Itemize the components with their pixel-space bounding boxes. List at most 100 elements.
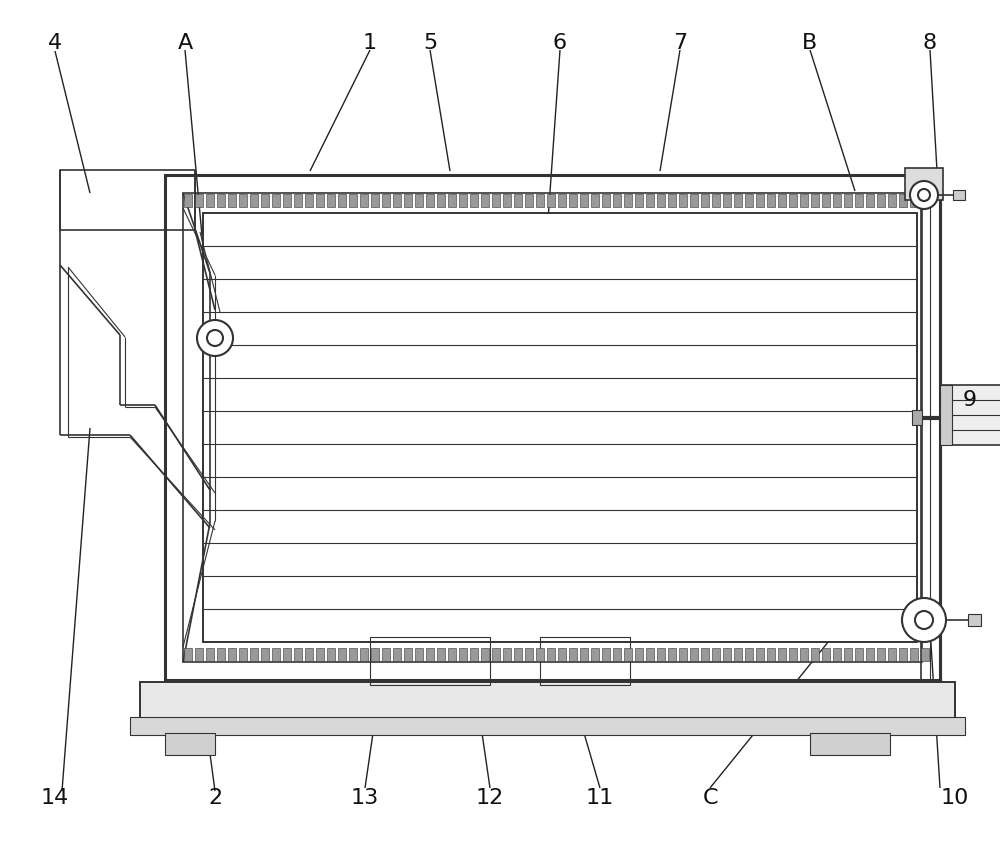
Bar	[602, 194, 610, 207]
Bar	[536, 648, 544, 661]
Bar	[789, 194, 797, 207]
Bar	[690, 194, 698, 207]
Bar	[492, 648, 500, 661]
Bar	[767, 194, 775, 207]
Bar	[712, 648, 720, 661]
Bar	[470, 194, 478, 207]
Bar	[140, 682, 955, 720]
Bar	[228, 648, 236, 661]
Bar	[734, 194, 742, 207]
Bar	[899, 194, 907, 207]
Bar	[778, 194, 786, 207]
Bar	[668, 194, 676, 207]
Bar	[822, 648, 830, 661]
Bar	[165, 175, 940, 680]
Bar	[745, 194, 753, 207]
Bar	[558, 648, 566, 661]
Bar	[767, 648, 775, 661]
Bar	[921, 648, 929, 661]
Bar	[635, 648, 643, 661]
Text: 6: 6	[553, 33, 567, 53]
Bar	[591, 194, 599, 207]
Bar	[382, 194, 390, 207]
Bar	[811, 648, 819, 661]
Bar	[701, 194, 709, 207]
Bar	[844, 194, 852, 207]
Bar	[800, 194, 808, 207]
Bar	[183, 193, 922, 662]
Bar	[426, 194, 434, 207]
Bar	[195, 648, 203, 661]
Bar	[206, 194, 214, 207]
Bar	[657, 648, 665, 661]
Bar	[899, 648, 907, 661]
Bar	[569, 194, 577, 207]
Bar	[261, 194, 269, 207]
Bar	[940, 385, 1000, 445]
Bar	[953, 190, 965, 200]
Bar	[503, 648, 511, 661]
Bar	[415, 648, 423, 661]
Bar	[525, 194, 533, 207]
Bar	[217, 648, 225, 661]
Bar	[613, 194, 621, 207]
Bar	[668, 648, 676, 661]
Bar	[305, 648, 313, 661]
Bar	[968, 614, 981, 626]
Bar	[540, 637, 630, 685]
Bar	[514, 648, 522, 661]
Bar	[866, 648, 874, 661]
Bar	[833, 194, 841, 207]
Bar	[701, 648, 709, 661]
Bar	[130, 717, 965, 735]
Text: 10: 10	[941, 788, 969, 808]
Bar	[503, 194, 511, 207]
Bar	[338, 194, 346, 207]
Bar	[756, 648, 764, 661]
Bar	[184, 648, 192, 661]
Bar	[195, 194, 203, 207]
Bar	[921, 194, 929, 207]
Bar	[888, 194, 896, 207]
Text: 14: 14	[41, 788, 69, 808]
Bar	[789, 648, 797, 661]
Bar	[855, 648, 863, 661]
Bar	[371, 194, 379, 207]
Bar	[580, 648, 588, 661]
Bar	[635, 194, 643, 207]
Text: B: B	[802, 33, 818, 53]
Bar	[910, 194, 918, 207]
Bar	[547, 648, 555, 661]
Bar	[877, 194, 885, 207]
Bar	[580, 194, 588, 207]
Circle shape	[902, 598, 946, 642]
Bar	[239, 648, 247, 661]
Text: 1: 1	[363, 33, 377, 53]
Bar	[426, 648, 434, 661]
Bar	[448, 648, 456, 661]
Bar	[558, 194, 566, 207]
Text: 5: 5	[423, 33, 437, 53]
Bar	[679, 194, 687, 207]
Bar	[437, 648, 445, 661]
Bar	[940, 385, 952, 445]
Bar	[305, 194, 313, 207]
Bar	[393, 194, 401, 207]
Text: 2: 2	[208, 788, 222, 808]
Text: 13: 13	[351, 788, 379, 808]
Bar	[569, 648, 577, 661]
Bar	[877, 648, 885, 661]
Bar	[866, 194, 874, 207]
Bar	[613, 648, 621, 661]
Bar	[404, 648, 412, 661]
Bar	[745, 648, 753, 661]
Circle shape	[918, 189, 930, 201]
Text: 8: 8	[923, 33, 937, 53]
Bar	[316, 194, 324, 207]
Bar	[448, 194, 456, 207]
Bar	[602, 648, 610, 661]
Bar	[360, 648, 368, 661]
Bar	[810, 733, 890, 755]
Bar	[327, 648, 335, 661]
Bar	[283, 194, 291, 207]
